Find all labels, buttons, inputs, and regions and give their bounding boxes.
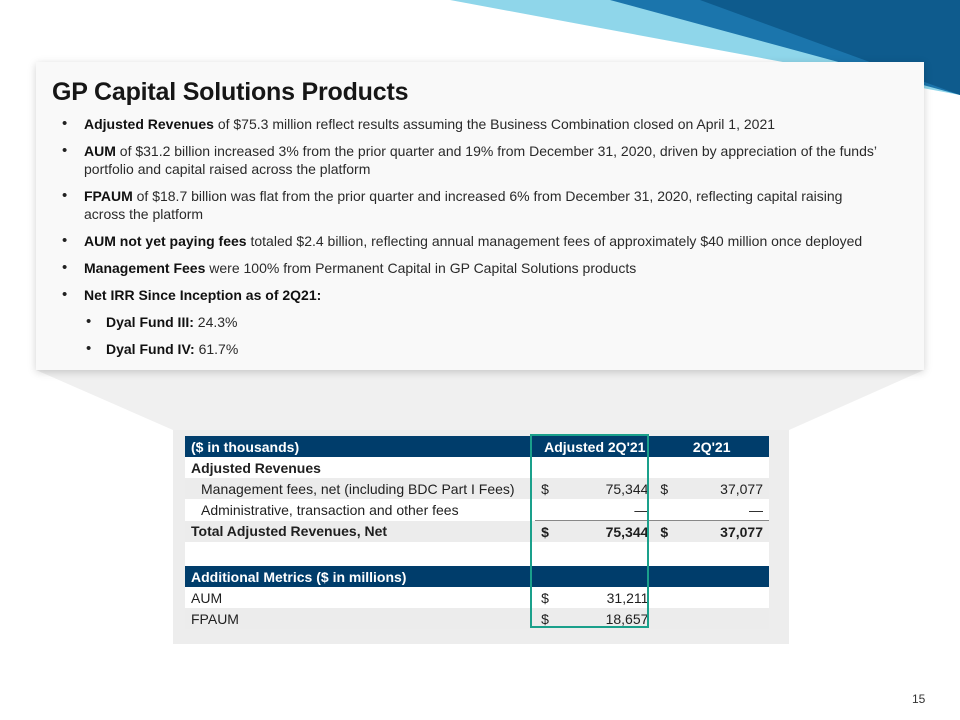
bullet-fpaum: FPAUM of $18.7 billion was flat from the… (62, 187, 882, 223)
financial-table: ($ in thousands) Adjusted 2Q'21 2Q'21 Ad… (185, 436, 769, 629)
bullet-text: totaled $2.4 billion, reflecting annual … (246, 233, 863, 249)
table-header-row: ($ in thousands) Adjusted 2Q'21 2Q'21 (185, 436, 769, 457)
metrics-row: AUM $31,211 (185, 587, 769, 608)
amount: — (749, 501, 763, 518)
row-value-adjusted: $75,344 (535, 478, 655, 499)
metric-value: $31,211 (535, 587, 655, 608)
bullet-label: Adjusted Revenues (84, 116, 214, 132)
section-label: Adjusted Revenues (185, 457, 536, 478)
sub-bullet-dyal-fund-iv: Dyal Fund IV: 61.7% (86, 340, 882, 358)
row-label: AUM (185, 587, 536, 608)
bullet-text: of $31.2 billion increased 3% from the p… (84, 143, 877, 177)
amount: 37,077 (720, 480, 763, 497)
sub-bullet-value: 61.7% (194, 341, 239, 357)
amount: 37,077 (720, 523, 763, 540)
row-label: FPAUM (185, 608, 536, 629)
bullet-label: Net IRR Since Inception as of 2Q21: (84, 287, 322, 303)
bullet-label: FPAUM (84, 188, 133, 204)
bullet-aum: AUM of $31.2 billion increased 3% from t… (62, 142, 882, 178)
row-label: Management fees, net (including BDC Part… (185, 478, 536, 499)
metrics-row: FPAUM $18,657 (185, 608, 769, 629)
row-value-2q21: — (654, 499, 769, 521)
bullet-label: AUM (84, 143, 116, 159)
currency-symbol: $ (541, 480, 549, 497)
page-title: GP Capital Solutions Products (52, 78, 409, 106)
metrics-header-row: Additional Metrics ($ in millions) (185, 566, 769, 587)
bullet-management-fees: Management Fees were 100% from Permanent… (62, 259, 882, 277)
bullet-text: of $18.7 billion was flat from the prior… (84, 188, 843, 222)
page-number: 15 (912, 692, 926, 706)
header-adjusted-2q21: Adjusted 2Q'21 (535, 436, 655, 457)
bullet-net-irr: Net IRR Since Inception as of 2Q21: (62, 286, 882, 304)
amount: 18,657 (605, 610, 649, 627)
table-row: Management fees, net (including BDC Part… (185, 478, 769, 499)
bullet-adjusted-revenues: Adjusted Revenues of $75.3 million refle… (62, 115, 882, 133)
bullet-text: of $75.3 million reflect results assumin… (213, 116, 776, 132)
currency-symbol: $ (541, 523, 549, 540)
bullet-label: Management Fees (84, 260, 206, 276)
total-value-adjusted: $75,344 (535, 520, 655, 542)
amount: — (634, 501, 649, 518)
sub-bullet-label: Dyal Fund III: (106, 314, 194, 330)
total-row: Total Adjusted Revenues, Net $75,344 $37… (185, 520, 769, 542)
row-label: Administrative, transaction and other fe… (185, 499, 536, 521)
bullet-label: AUM not yet paying fees (84, 233, 247, 249)
currency-symbol: $ (541, 589, 549, 606)
sub-bullet-dyal-fund-iii: Dyal Fund III: 24.3% (86, 313, 882, 331)
metrics-header-label: Additional Metrics ($ in millions) (185, 566, 536, 587)
currency-symbol: $ (660, 480, 669, 497)
amount: 31,211 (606, 589, 649, 606)
total-value-2q21: $37,077 (654, 520, 769, 542)
row-value-adjusted: — (535, 499, 655, 521)
row-value-2q21: $37,077 (654, 478, 769, 499)
amount: 75,344 (605, 480, 649, 497)
section-row: Adjusted Revenues (185, 457, 769, 478)
metric-value: $18,657 (535, 608, 655, 629)
spacer-row (185, 542, 769, 566)
total-label: Total Adjusted Revenues, Net (185, 520, 536, 542)
currency-symbol: $ (660, 523, 669, 540)
sub-bullet-value: 24.3% (193, 314, 238, 330)
sub-bullet-label: Dyal Fund IV: (106, 341, 195, 357)
header-2q21: 2Q'21 (654, 436, 769, 457)
bullet-text: were 100% from Permanent Capital in GP C… (205, 260, 637, 276)
amount: 75,344 (605, 523, 649, 540)
header-units-label: ($ in thousands) (185, 436, 536, 457)
table-row: Administrative, transaction and other fe… (185, 499, 769, 521)
currency-symbol: $ (541, 610, 549, 627)
summary-bullet-list: Adjusted Revenues of $75.3 million refle… (62, 115, 882, 367)
bullet-aum-not-paying: AUM not yet paying fees totaled $2.4 bil… (62, 232, 882, 250)
